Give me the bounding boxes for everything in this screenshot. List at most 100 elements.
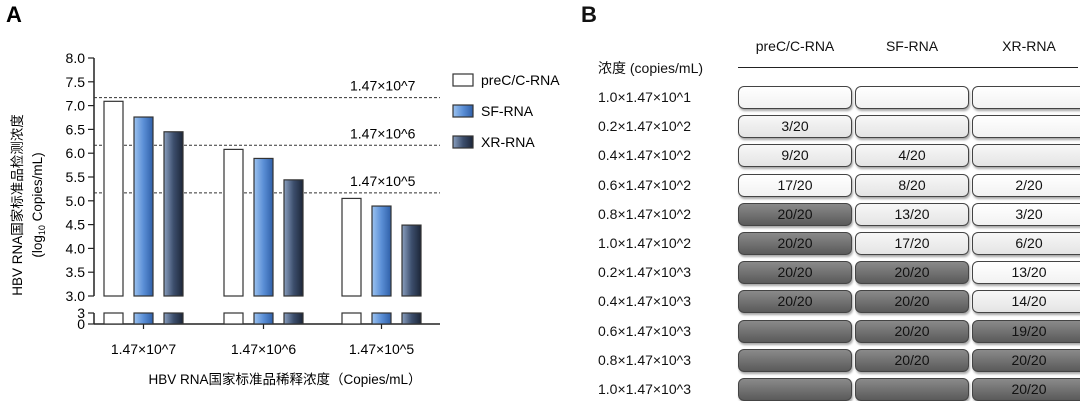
row-label: 0.6×1.47×10^2 bbox=[598, 176, 691, 193]
table-cell: 20/20 bbox=[738, 261, 852, 285]
table-cell: 20/20 bbox=[738, 232, 852, 255]
y-tick-label: 3.0 bbox=[66, 288, 86, 304]
y-tick-label: 7.5 bbox=[66, 74, 86, 90]
table-cell bbox=[738, 86, 852, 109]
column-header: SF-RNA bbox=[885, 38, 939, 54]
y-tick-label: 8.0 bbox=[66, 50, 86, 66]
table-cell: 17/20 bbox=[855, 232, 969, 255]
legend-label: preC/C-RNA bbox=[481, 72, 560, 88]
table-cell bbox=[738, 319, 852, 343]
legend-swatch bbox=[452, 104, 474, 118]
y-tick-label: 6.5 bbox=[66, 121, 86, 137]
table-cell: 2/20 bbox=[972, 173, 1080, 197]
bar-xr-rna-upper bbox=[163, 131, 184, 297]
reference-line-label: 1.47×10^6 bbox=[350, 125, 416, 141]
x-tick-labels: 1.47×10^7 1.47×10^6 1.47×10^5 bbox=[111, 324, 415, 357]
y-tick-label: 6.0 bbox=[66, 145, 86, 161]
legend-label: XR-RNA bbox=[481, 134, 535, 150]
bar-prec-c-rna-lower bbox=[341, 312, 362, 325]
table-cell: 19/20 bbox=[972, 319, 1080, 343]
table-cell: 14/20 bbox=[972, 290, 1080, 314]
table-cell: 20/20 bbox=[855, 319, 969, 343]
table-cell: 20/20 bbox=[972, 348, 1080, 372]
table-cell bbox=[738, 348, 852, 372]
x-axis-title: HBV RNA国家标准品稀释浓度（Copies/mL） bbox=[148, 371, 421, 387]
table-cell: 17/20 bbox=[738, 173, 852, 197]
bar-prec-c-rna-upper bbox=[341, 197, 362, 297]
legend-label: SF-RNA bbox=[481, 103, 534, 119]
row-label: 0.4×1.47×10^2 bbox=[598, 147, 691, 164]
table-cell bbox=[972, 115, 1080, 139]
row-label: 0.2×1.47×10^3 bbox=[598, 264, 691, 281]
bar-sf-rna-lower bbox=[133, 312, 154, 325]
table-cell bbox=[738, 378, 852, 401]
table-cell: 20/20 bbox=[738, 202, 852, 226]
bar-prec-c-rna-lower bbox=[103, 312, 124, 325]
row-label: 0.8×1.47×10^3 bbox=[598, 351, 691, 368]
table-cell: 13/20 bbox=[855, 202, 969, 226]
row-label: 0.4×1.47×10^3 bbox=[598, 293, 691, 310]
bar-sf-rna-upper bbox=[253, 157, 274, 297]
bar-prec-c-rna-lower bbox=[223, 312, 244, 325]
y-tick-label: 4.5 bbox=[66, 217, 86, 233]
row-label: 0.8×1.47×10^2 bbox=[598, 205, 691, 222]
table-cell bbox=[855, 115, 969, 139]
table-cell: 4/20 bbox=[855, 144, 969, 168]
table-cell bbox=[855, 378, 969, 401]
header-rule bbox=[738, 67, 1078, 68]
y-tick-label: 0 bbox=[77, 316, 85, 332]
x-tick-label: 1.47×10^5 bbox=[349, 341, 415, 357]
reference-line-label: 1.47×10^5 bbox=[350, 173, 416, 189]
y-tick-label: 7.0 bbox=[66, 98, 86, 114]
bar-series bbox=[103, 100, 422, 325]
column-header: XR-RNA bbox=[1002, 38, 1056, 54]
row-label: 0.6×1.47×10^3 bbox=[598, 322, 691, 339]
x-tick-label: 1.47×10^7 bbox=[111, 341, 177, 357]
bar-prec-c-rna-upper bbox=[223, 148, 244, 297]
bar-xr-rna-lower bbox=[401, 312, 422, 325]
legend-swatch bbox=[452, 135, 474, 149]
panel-a-label: A bbox=[6, 2, 22, 27]
bar-sf-rna-upper bbox=[371, 205, 392, 297]
table-cell: 20/20 bbox=[972, 378, 1080, 401]
bar-prec-c-rna-upper bbox=[103, 100, 124, 297]
table-cell: 20/20 bbox=[855, 348, 969, 372]
table-cell: 13/20 bbox=[972, 261, 1080, 285]
reference-line-label: 1.47×10^7 bbox=[350, 78, 416, 94]
y-tick-label: 5.5 bbox=[66, 169, 86, 185]
row-label: 1.0×1.47×10^2 bbox=[598, 235, 691, 251]
x-tick-label: 1.47×10^6 bbox=[231, 341, 297, 357]
table-cell: 8/20 bbox=[855, 173, 969, 197]
panel-b-label: B bbox=[581, 2, 597, 27]
y-axis-title: HBV RNA国家标准品检测浓度 bbox=[9, 114, 25, 296]
table-cell bbox=[972, 86, 1080, 109]
y-tick-label: 4.0 bbox=[66, 240, 86, 256]
bar-xr-rna-lower bbox=[283, 312, 304, 325]
row-header-concentration: 浓度 (copies/mL) bbox=[598, 60, 704, 76]
y-tick-label: 5.0 bbox=[66, 193, 86, 209]
column-header: preC/C-RNA bbox=[755, 38, 835, 54]
bar-sf-rna-lower bbox=[371, 312, 392, 325]
table-cell bbox=[855, 86, 969, 109]
row-label: 1.0×1.47×10^3 bbox=[598, 381, 691, 397]
table-cell: 3/20 bbox=[738, 115, 852, 139]
row-label: 1.0×1.47×10^1 bbox=[598, 89, 691, 105]
y-tick-label: 3 bbox=[77, 305, 85, 321]
bar-xr-rna-lower bbox=[163, 312, 184, 325]
bar-xr-rna-upper bbox=[283, 179, 304, 297]
table-cell: 9/20 bbox=[738, 144, 852, 168]
row-label: 0.2×1.47×10^2 bbox=[598, 118, 691, 135]
y-tick-label: 3.5 bbox=[66, 264, 86, 280]
table-cell: 6/20 bbox=[972, 232, 1080, 255]
legend-swatch bbox=[452, 73, 474, 87]
bar-chart-panel-a: A HBV RNA国家标准品检测浓度 (log10 Copies/mL) 3.0… bbox=[6, 2, 560, 387]
y-axis-title-unit: (log10 Copies/mL) bbox=[30, 152, 47, 257]
table-cell bbox=[972, 144, 1080, 168]
table-cell: 20/20 bbox=[855, 261, 969, 285]
table-cell: 20/20 bbox=[855, 290, 969, 314]
table-cell: 20/20 bbox=[738, 290, 852, 314]
table-cell: 3/20 bbox=[972, 202, 1080, 226]
chart-legend: preC/C-RNA SF-RNA XR-RNA bbox=[452, 72, 560, 150]
bar-xr-rna-upper bbox=[401, 224, 422, 297]
bar-sf-rna-lower bbox=[253, 312, 274, 325]
